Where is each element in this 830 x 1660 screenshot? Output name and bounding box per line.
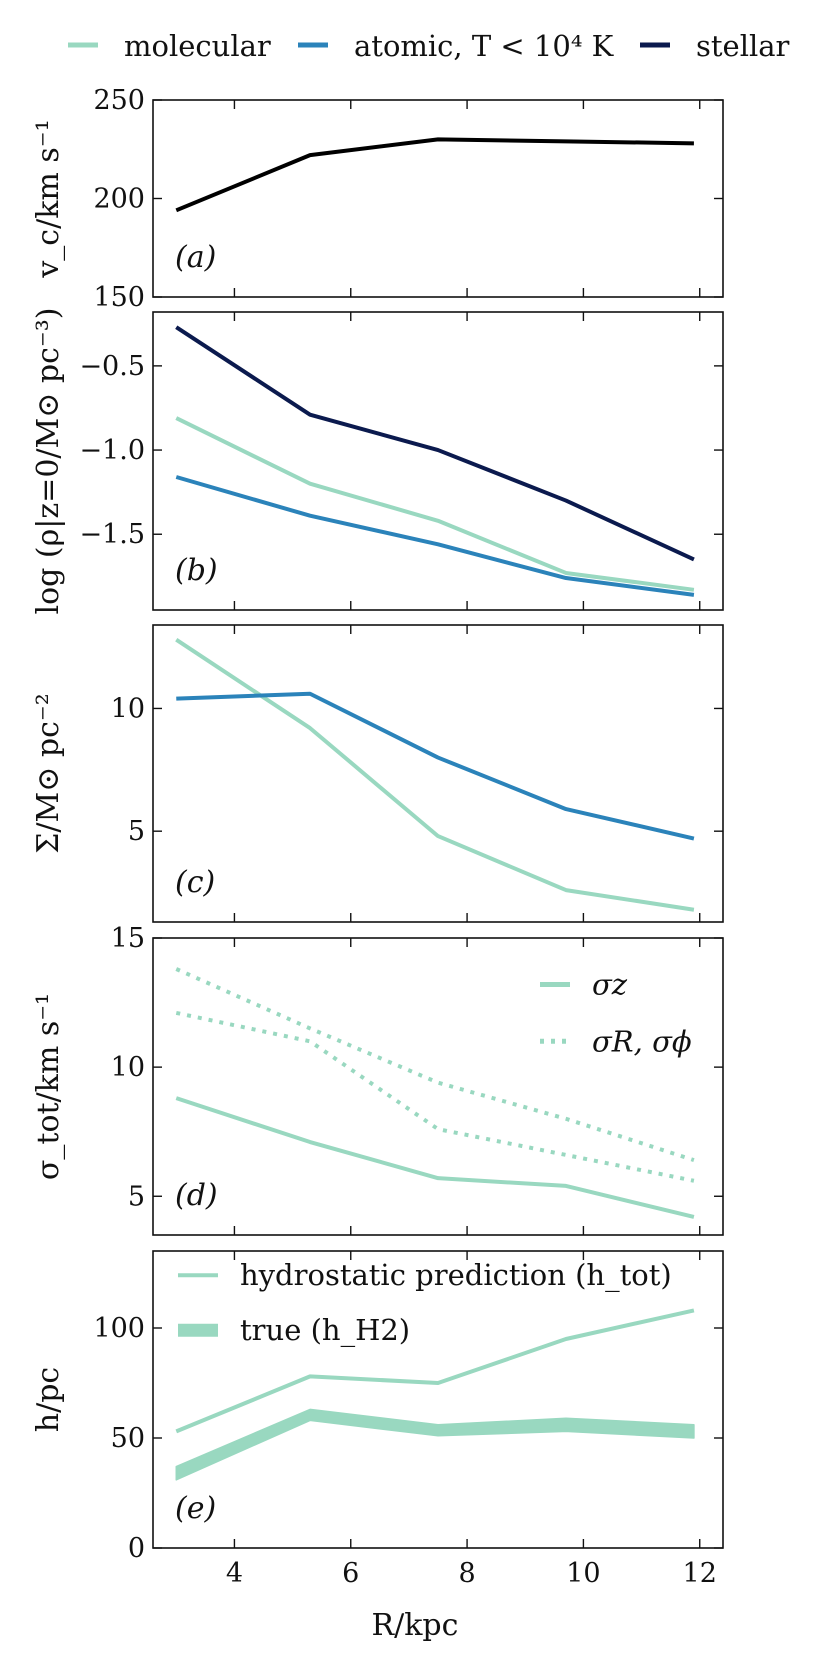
y-axis-label-b: log (ρ|z=0/M⊙ pc⁻³) xyxy=(31,308,66,615)
y-axis-label-c: Σ/M⊙ pc⁻² xyxy=(31,693,66,854)
series-line-d-0 xyxy=(175,967,695,1163)
series-band-e-1 xyxy=(175,1408,695,1481)
y-tick-label-e: 100 xyxy=(93,1313,145,1344)
y-axis-label-d: σ_tot/km s⁻¹ xyxy=(31,993,66,1180)
panel-frame-d xyxy=(152,937,724,1236)
panel-e: 4 6 8 10 12 0 50 100 h/pc (e) hydrostatic predicti… xyxy=(31,1250,724,1589)
panel-label-b: (b) xyxy=(175,553,218,588)
series-line-b-0 xyxy=(175,325,695,562)
panel-a: 150 200 250 v_c/km s⁻¹ (a) xyxy=(31,85,724,313)
legend-label-molecular: molecular xyxy=(124,29,271,63)
series-line-d-1 xyxy=(175,1010,695,1183)
y-tick-label-c: 10 xyxy=(111,693,145,724)
series-line-c-1 xyxy=(176,691,695,841)
x-tick-label: 8 xyxy=(458,1558,475,1589)
panel-frame-e xyxy=(152,1250,724,1549)
y-tick-label-c: 5 xyxy=(128,816,145,847)
panel-c: 5 10 Σ/M⊙ pc⁻² (c) xyxy=(31,624,724,923)
x-axis-label: R/kpc xyxy=(372,1608,459,1643)
x-tick-label: 10 xyxy=(566,1558,600,1589)
y-axis-label-a: v_c/km s⁻¹ xyxy=(31,119,66,278)
panel-label-c: (c) xyxy=(175,865,215,900)
x-tick-label: 12 xyxy=(683,1558,717,1589)
y-tick-label-b: −0.5 xyxy=(79,351,145,382)
y-tick-label-d: 15 xyxy=(111,923,145,954)
panel-b: −1.5 −1.0 −0.5 log (ρ|z=0/M⊙ pc⁻³) (b) xyxy=(31,308,724,615)
y-tick-label-a: 250 xyxy=(93,85,145,116)
legend-label-hydrostatic: hydrostatic prediction (h_tot) xyxy=(240,1258,672,1293)
figure-legend: molecular atomic, T < 10⁴ K stellar xyxy=(68,29,790,63)
series-line-d-2 xyxy=(175,1096,695,1219)
legend-label-stellar: stellar xyxy=(696,29,790,63)
y-tick-label-d: 5 xyxy=(128,1181,145,1212)
legend-label-atomic: atomic, T < 10⁴ K xyxy=(354,29,615,63)
panel-label-d: (d) xyxy=(175,1178,218,1213)
series-line-b-1 xyxy=(175,416,695,592)
y-tick-label-d: 10 xyxy=(111,1052,145,1083)
panel-frame-c xyxy=(152,624,724,923)
x-tick-label: 6 xyxy=(342,1558,359,1589)
legend-label-sigma-z: σz xyxy=(592,967,628,1001)
panel-label-a: (a) xyxy=(175,240,216,275)
panel-frame-a xyxy=(152,99,724,298)
y-axis-label-e: h/pc xyxy=(31,1367,66,1432)
y-tick-label-a: 200 xyxy=(93,184,145,215)
series-line-a-0 xyxy=(175,137,694,213)
panel-d: 5 10 15 σ_tot/km s⁻¹ (d) σz σR, σϕ xyxy=(31,923,724,1236)
x-tick-label: 4 xyxy=(226,1558,243,1589)
y-tick-label-a: 150 xyxy=(93,282,145,313)
panel-frame-b xyxy=(152,311,724,611)
panel-label-e: (e) xyxy=(175,1491,216,1526)
y-tick-label-e: 50 xyxy=(111,1423,145,1454)
y-tick-label-e: 0 xyxy=(128,1533,145,1564)
series-line-c-0 xyxy=(175,638,695,912)
legend-label-true: true (h_H2) xyxy=(240,1313,410,1348)
series-line-e-0 xyxy=(175,1308,695,1434)
legend-label-sigma-r-phi: σR, σϕ xyxy=(592,1024,692,1058)
y-tick-label-b: −1.5 xyxy=(79,519,145,550)
series-line-b-2 xyxy=(175,475,695,597)
y-tick-label-b: −1.0 xyxy=(79,435,145,466)
